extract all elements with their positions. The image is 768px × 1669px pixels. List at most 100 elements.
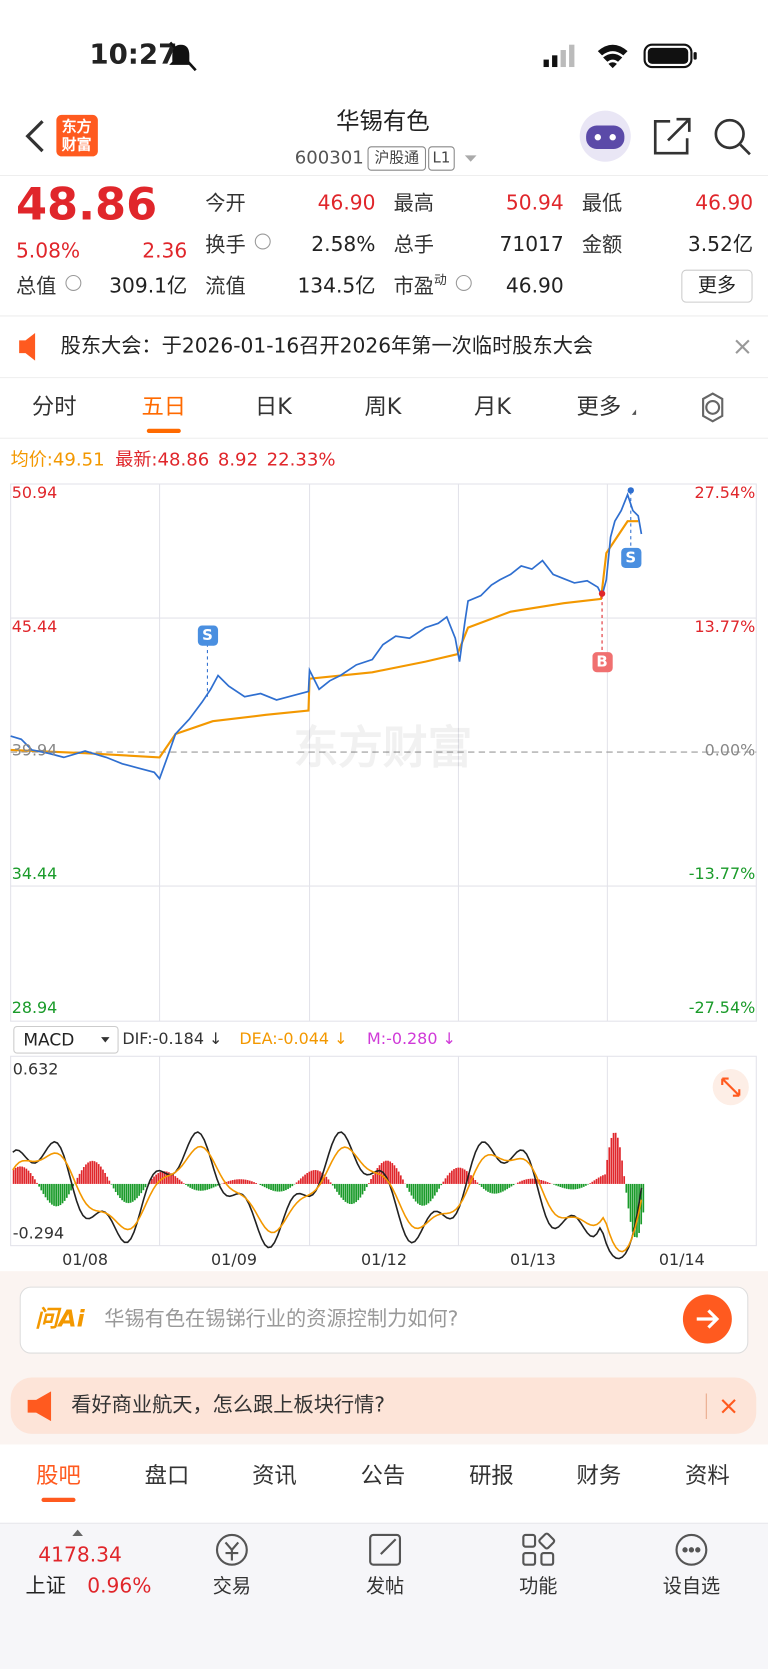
macd-bar	[329, 1182, 332, 1184]
macd-bar	[342, 1183, 345, 1200]
macd-bar	[625, 1183, 628, 1193]
period-tab[interactable]: 月K	[474, 394, 512, 420]
macd-bar	[119, 1183, 121, 1198]
tab-underline	[41, 1497, 76, 1502]
macd-bar	[331, 1183, 334, 1186]
macd-bar	[108, 1180, 111, 1184]
macd-bar	[276, 1183, 279, 1192]
period-tab[interactable]: 五日	[141, 394, 186, 420]
field-label-text: 最高	[394, 191, 434, 215]
y-right-label: -27.54%	[689, 998, 756, 1017]
tag-box	[367, 146, 427, 171]
macd-bar	[304, 1174, 306, 1184]
macd-bar	[78, 1173, 81, 1184]
macd-bar	[214, 1183, 217, 1187]
field-value: 50.94	[506, 191, 564, 215]
latest-change: 8.92	[218, 450, 258, 471]
notice-icon	[19, 332, 36, 361]
macd-bar	[212, 1183, 215, 1188]
price: 48.86	[16, 178, 157, 230]
macd-grid	[10, 1055, 757, 1247]
index-name: 上证	[26, 1574, 66, 1598]
macd-bar	[319, 1171, 321, 1184]
macd-bar	[629, 1183, 632, 1222]
macd-bar	[80, 1170, 83, 1184]
field-label-text: 换手	[205, 232, 245, 256]
nav-item[interactable]: 设自选	[663, 1575, 720, 1598]
macd-bar	[380, 1163, 383, 1184]
x-label: 01/13	[510, 1250, 556, 1269]
y-left-label: 28.94	[12, 998, 58, 1017]
macd-bar	[340, 1183, 343, 1198]
settings-button[interactable]	[702, 392, 724, 423]
macd-bar	[248, 1180, 251, 1184]
expand-button[interactable]	[712, 1069, 749, 1106]
macd-bar	[619, 1147, 621, 1184]
macd-bar	[242, 1179, 245, 1184]
macd-bar	[285, 1183, 287, 1191]
info-icon	[455, 274, 472, 291]
info-icon	[65, 274, 82, 291]
search-button[interactable]	[714, 118, 751, 156]
macd-bar	[246, 1180, 249, 1184]
content-tab[interactable]: 股吧	[36, 1463, 81, 1489]
macd-bar	[27, 1170, 30, 1184]
share-button[interactable]	[653, 117, 691, 155]
ai-input[interactable]	[19, 1286, 749, 1354]
tab-bar	[0, 1444, 768, 1524]
dropdown-caret[interactable]	[464, 155, 477, 162]
macd-bar	[308, 1171, 311, 1184]
macd-bar	[14, 1167, 17, 1184]
period-tab[interactable]: 分时	[32, 394, 77, 420]
promo-banner[interactable]	[10, 1377, 757, 1434]
notice-bar[interactable]	[0, 315, 768, 378]
macd-bar	[599, 1176, 602, 1184]
macd-bar	[259, 1183, 262, 1186]
macd-bar	[216, 1183, 219, 1186]
banner-close[interactable]	[721, 1399, 736, 1414]
ai-send[interactable]	[682, 1294, 732, 1344]
field-label: 换手	[205, 232, 245, 256]
macd-bar	[99, 1166, 102, 1184]
macd-bar	[482, 1183, 485, 1189]
macd-bar	[57, 1183, 60, 1207]
y-right-label: 0.00%	[705, 740, 756, 759]
chart-info: 均价:49.51 最新:48.86 8.92 22.33%	[11, 450, 336, 471]
macd-bar	[565, 1183, 568, 1189]
content-tab[interactable]: 盘口	[145, 1463, 190, 1489]
back-button[interactable]	[25, 120, 44, 153]
macd-bar	[587, 1183, 589, 1185]
period-tab[interactable]: 周K	[364, 394, 402, 420]
content-tab[interactable]: 资料	[685, 1463, 730, 1489]
macd-bar	[563, 1183, 566, 1189]
close-notice[interactable]	[735, 339, 750, 354]
content-tab[interactable]: 公告	[361, 1463, 406, 1489]
indicator-select[interactable]	[13, 1025, 119, 1054]
macd-bar	[125, 1183, 128, 1203]
x-label: 01/08	[62, 1250, 108, 1269]
nav-item[interactable]: 发帖	[366, 1575, 404, 1598]
macd-bar	[289, 1183, 292, 1188]
assistant-avatar[interactable]	[579, 110, 631, 162]
macd-bar	[476, 1182, 479, 1184]
macd-bar	[436, 1183, 438, 1193]
macd-bar	[472, 1177, 474, 1184]
macd-bar	[234, 1179, 236, 1184]
period-tab[interactable]: 更多	[577, 394, 622, 420]
y-right-label: 13.77%	[694, 617, 755, 636]
content-tab[interactable]: 财务	[577, 1463, 622, 1489]
macd-bar	[123, 1183, 126, 1202]
content-tab[interactable]: 资讯	[252, 1463, 297, 1489]
macd-bar	[497, 1183, 500, 1194]
y-left-label: 50.94	[12, 483, 58, 502]
nav-item[interactable]: 交易	[213, 1575, 251, 1598]
nav-item[interactable]: 功能	[519, 1575, 557, 1598]
macd-bar	[591, 1181, 594, 1184]
more-button[interactable]	[681, 269, 753, 303]
period-tab[interactable]: 日K	[255, 394, 293, 420]
macd-bar	[604, 1174, 606, 1184]
macd-bar	[263, 1183, 266, 1188]
content-tab[interactable]: 研报	[469, 1463, 514, 1489]
